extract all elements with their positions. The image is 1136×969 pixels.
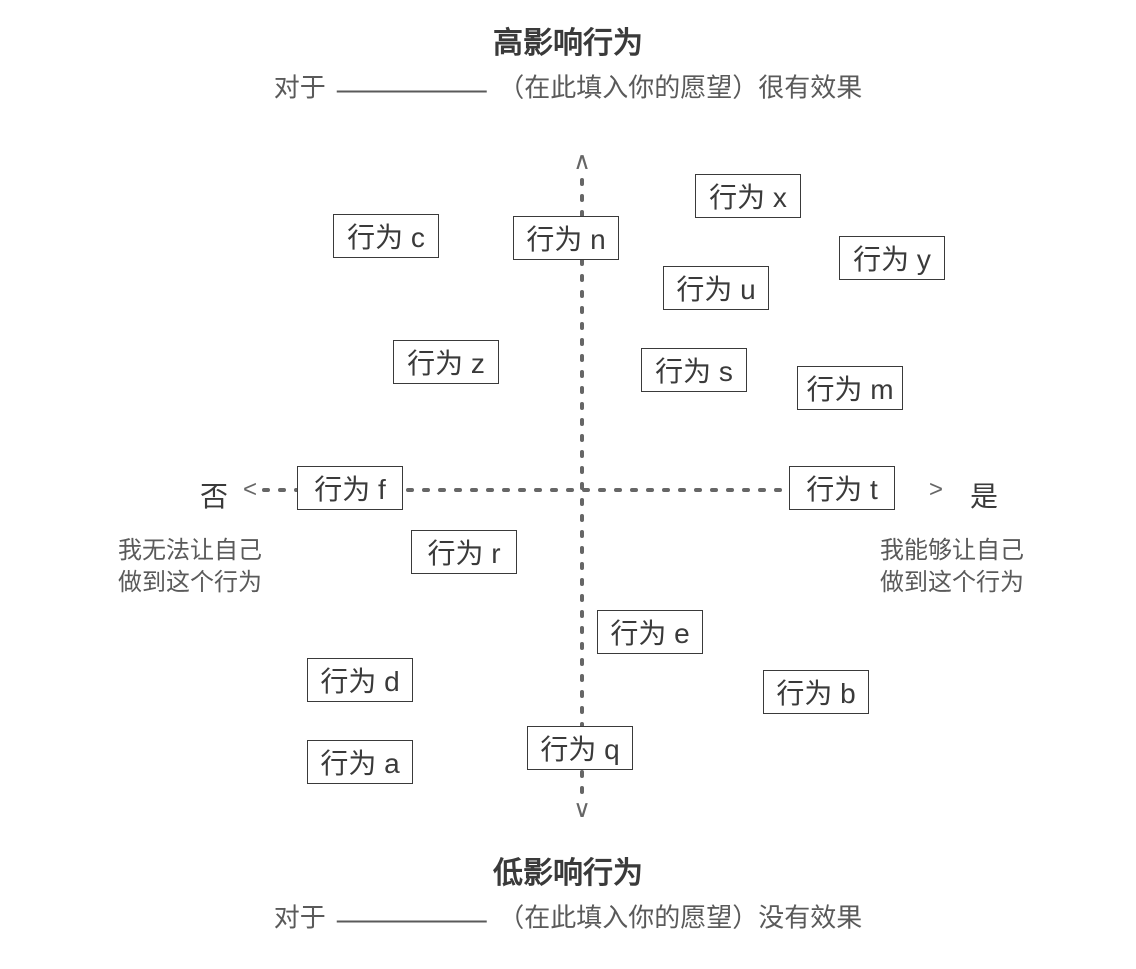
left-axis-label: 否 (200, 475, 228, 515)
bottom-blank-line (337, 921, 487, 923)
behavior-node-n: 行为 n (513, 216, 619, 260)
quadrant-chart: ∧ ∨ < > 高影响行为 对于 （在此填入你的愿望）很有效果 低影响行为 对于… (0, 0, 1136, 969)
bottom-axis-title: 低影响行为 (493, 848, 643, 892)
top-axis-title: 高影响行为 (493, 18, 643, 62)
behavior-node-u: 行为 u (663, 266, 769, 310)
behavior-node-q: 行为 q (527, 726, 633, 770)
bottom-subtitle-prefix: 对于 (274, 903, 326, 933)
top-blank-line (337, 91, 487, 93)
behavior-node-d: 行为 d (307, 658, 413, 702)
behavior-node-x: 行为 x (695, 174, 801, 218)
arrow-up-icon: ∧ (573, 150, 591, 174)
arrow-right-icon: > (929, 478, 943, 502)
behavior-node-b: 行为 b (763, 670, 869, 714)
behavior-node-t: 行为 t (789, 466, 895, 510)
arrow-left-icon: < (243, 478, 257, 502)
top-subtitle-suffix: （在此填入你的愿望）很有效果 (498, 73, 862, 103)
bottom-axis-subtitle: 对于 （在此填入你的愿望）没有效果 (274, 898, 863, 935)
axes-svg (0, 0, 1136, 969)
behavior-node-a: 行为 a (307, 740, 413, 784)
top-subtitle-prefix: 对于 (274, 73, 326, 103)
behavior-node-s: 行为 s (641, 348, 747, 392)
behavior-node-f: 行为 f (297, 466, 403, 510)
bottom-subtitle-suffix: （在此填入你的愿望）没有效果 (498, 903, 862, 933)
behavior-node-y: 行为 y (839, 236, 945, 280)
arrow-down-icon: ∨ (573, 798, 591, 822)
top-axis-subtitle: 对于 （在此填入你的愿望）很有效果 (274, 68, 863, 105)
right-axis-label: 是 (970, 475, 998, 515)
right-axis-desc: 我能够让自己 做到这个行为 (880, 535, 1024, 600)
behavior-node-r: 行为 r (411, 530, 517, 574)
behavior-node-e: 行为 e (597, 610, 703, 654)
behavior-node-c: 行为 c (333, 214, 439, 258)
behavior-node-z: 行为 z (393, 340, 499, 384)
behavior-node-m: 行为 m (797, 366, 903, 410)
left-axis-desc: 我无法让自己 做到这个行为 (118, 535, 262, 600)
